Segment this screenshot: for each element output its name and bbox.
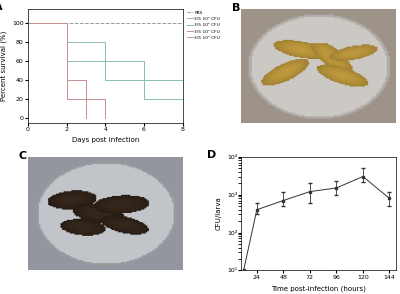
Text: C: C (19, 151, 27, 161)
Y-axis label: CFU/larva: CFU/larva (216, 197, 222, 230)
Y-axis label: Percent survival (%): Percent survival (%) (0, 31, 7, 101)
Text: D: D (207, 150, 217, 160)
Legend: PBS, 3/5 10² CFU, 3/5 10³ CFU, 3/5 10⁴ CFU, 3/5 10⁵ CFU: PBS, 3/5 10² CFU, 3/5 10³ CFU, 3/5 10⁴ C… (186, 9, 222, 42)
Text: A: A (0, 2, 3, 12)
X-axis label: Time post-infection (hours): Time post-infection (hours) (271, 285, 366, 292)
X-axis label: Days post infection: Days post infection (72, 137, 139, 143)
Text: B: B (232, 3, 240, 13)
